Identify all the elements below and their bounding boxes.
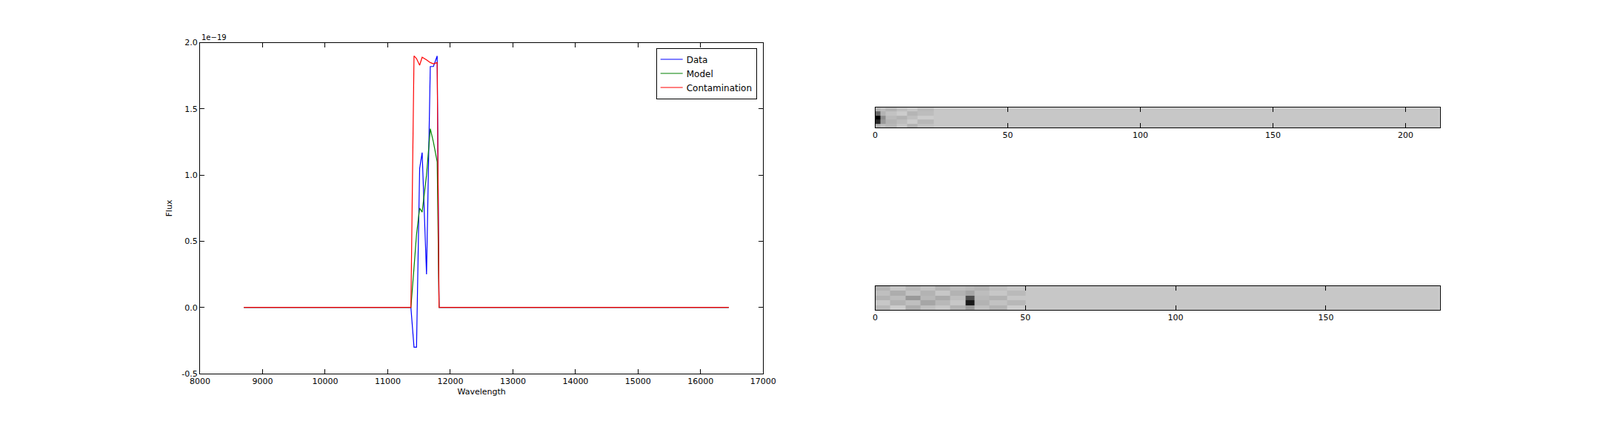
svg-text:13000: 13000 bbox=[500, 376, 526, 386]
svg-text:9000: 9000 bbox=[251, 376, 273, 386]
svg-text:150: 150 bbox=[1317, 312, 1334, 323]
svg-text:17000: 17000 bbox=[750, 376, 777, 386]
svg-text:100: 100 bbox=[1132, 130, 1149, 140]
svg-text:8000: 8000 bbox=[189, 376, 211, 386]
svg-text:15000: 15000 bbox=[625, 376, 652, 386]
svg-text:50: 50 bbox=[1002, 130, 1014, 140]
svg-text:150: 150 bbox=[1265, 130, 1281, 140]
svg-text:16000: 16000 bbox=[687, 376, 714, 386]
svg-text:0.0: 0.0 bbox=[184, 302, 198, 313]
svg-text:12000: 12000 bbox=[437, 376, 463, 386]
svg-text:200: 200 bbox=[1397, 130, 1414, 140]
svg-text:0.5: 0.5 bbox=[184, 236, 198, 246]
svg-text:50: 50 bbox=[1020, 312, 1031, 323]
svg-text:1.0: 1.0 bbox=[184, 170, 198, 180]
svg-text:Data: Data bbox=[686, 54, 709, 66]
svg-text:Wavelength: Wavelength bbox=[457, 386, 506, 397]
svg-text:-0.5: -0.5 bbox=[181, 368, 198, 379]
svg-text:Flux: Flux bbox=[164, 199, 175, 217]
svg-text:11000: 11000 bbox=[374, 376, 401, 386]
svg-text:2.0: 2.0 bbox=[184, 37, 198, 48]
svg-text:Contamination: Contamination bbox=[686, 82, 752, 94]
svg-text:0: 0 bbox=[872, 312, 878, 323]
svg-text:14000: 14000 bbox=[562, 376, 589, 386]
svg-text:1e−19: 1e−19 bbox=[201, 33, 227, 42]
svg-text:1.5: 1.5 bbox=[184, 104, 198, 115]
svg-text:0: 0 bbox=[872, 130, 878, 140]
svg-text:Model: Model bbox=[686, 68, 714, 80]
svg-text:100: 100 bbox=[1168, 312, 1184, 323]
svg-text:10000: 10000 bbox=[311, 376, 338, 386]
